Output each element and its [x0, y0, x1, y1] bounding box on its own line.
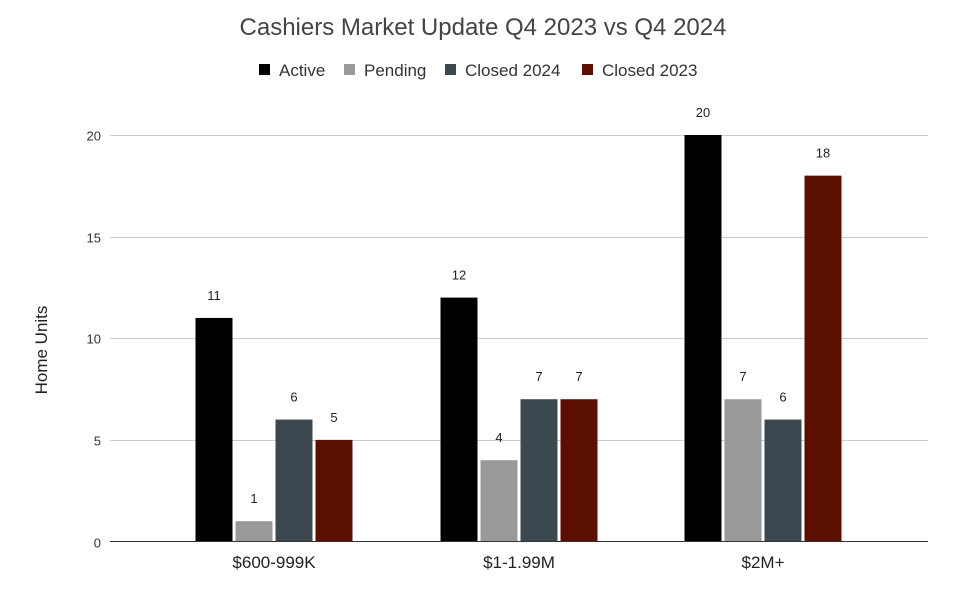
y-tick-label: 5	[94, 434, 101, 449]
y-axis-ticks: 0 5 10 15 20	[87, 129, 101, 551]
bar-active-600-999k[interactable]	[195, 317, 233, 542]
bar-active-1-1-99m[interactable]	[440, 297, 478, 542]
data-label: 7	[739, 369, 746, 384]
chart-legend: Active Pending Closed 2024 Closed 2023	[259, 61, 697, 80]
data-label: 20	[696, 105, 710, 120]
y-tick-label: 10	[87, 332, 101, 347]
legend-swatch	[445, 64, 456, 75]
legend-label: Pending	[364, 61, 426, 80]
legend-label: Closed 2023	[602, 61, 697, 80]
legend-item-active[interactable]: Active	[259, 61, 325, 80]
legend-swatch	[582, 64, 593, 75]
bar-closed-2023-2m[interactable]	[804, 175, 842, 542]
data-label: 7	[535, 369, 542, 384]
y-tick-label: 20	[87, 129, 101, 144]
bar-closed-2023-600-999k[interactable]	[315, 439, 353, 542]
data-label: 1	[250, 491, 257, 506]
y-tick-label: 15	[87, 231, 101, 246]
y-tick-label: 0	[94, 536, 101, 551]
data-label: 7	[575, 369, 582, 384]
data-label: 5	[330, 410, 337, 425]
data-label: 18	[816, 146, 830, 161]
bar-closed-2024-1-1-99m[interactable]	[520, 399, 558, 542]
legend-item-closed-2023[interactable]: Closed 2023	[582, 61, 697, 80]
legend-label: Active	[279, 61, 325, 80]
x-category-label: $1-1.99M	[483, 553, 555, 572]
y-axis-label: Home Units	[32, 306, 51, 395]
data-label: 12	[452, 268, 466, 283]
bar-closed-2024-600-999k[interactable]	[275, 419, 313, 542]
bar-pending-600-999k[interactable]	[235, 521, 273, 542]
bar-pending-1-1-99m[interactable]	[480, 460, 518, 542]
x-axis-categories: $600-999K $1-1.99M $2M+	[232, 553, 784, 572]
bar-closed-2023-1-1-99m[interactable]	[560, 399, 598, 542]
data-label: 4	[495, 430, 502, 445]
data-label: 6	[779, 390, 786, 405]
legend-item-closed-2024[interactable]: Closed 2024	[445, 61, 560, 80]
data-label: 11	[207, 288, 221, 303]
x-category-label: $600-999K	[232, 553, 316, 572]
bar-closed-2024-2m[interactable]	[764, 419, 802, 542]
legend-swatch	[259, 64, 270, 75]
x-category-label: $2M+	[742, 553, 785, 572]
bar-pending-2m[interactable]	[724, 399, 762, 542]
bars	[195, 135, 842, 542]
data-label: 6	[290, 390, 297, 405]
chart-title: Cashiers Market Update Q4 2023 vs Q4 202…	[240, 14, 727, 41]
legend-item-pending[interactable]: Pending	[344, 61, 426, 80]
legend-label: Closed 2024	[465, 61, 560, 80]
bar-active-2m[interactable]	[684, 135, 722, 542]
legend-swatch	[344, 64, 355, 75]
